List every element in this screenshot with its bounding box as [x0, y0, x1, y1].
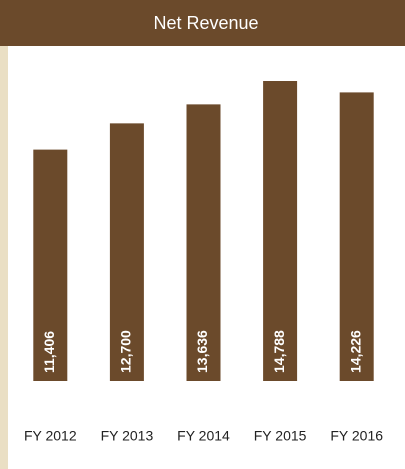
header-band	[0, 0, 405, 46]
value-label: 14,788	[271, 330, 287, 373]
value-label: 11,406	[41, 331, 57, 373]
bar	[33, 149, 68, 381]
value-label: 12,700	[118, 330, 134, 373]
bar	[263, 81, 298, 381]
value-label: 14,226	[347, 330, 363, 373]
bar	[109, 123, 144, 381]
bar	[186, 104, 221, 381]
x-tick-label: FY 2014	[177, 428, 230, 444]
value-label: 13,636	[194, 330, 210, 373]
x-tick-label: FY 2016	[330, 428, 383, 444]
chart-title: Net Revenue	[153, 13, 258, 33]
bar	[339, 92, 374, 382]
x-tick-label: FY 2012	[24, 428, 77, 444]
side-strip	[0, 0, 8, 469]
x-tick-label: FY 2013	[101, 428, 154, 444]
x-tick-label: FY 2015	[254, 428, 307, 444]
